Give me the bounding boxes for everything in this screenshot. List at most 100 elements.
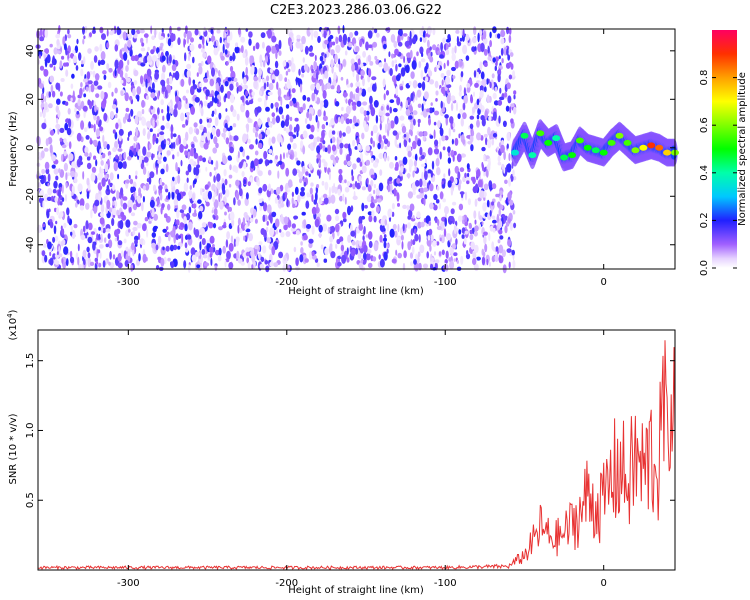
noise-speck xyxy=(175,162,178,172)
noise-speck xyxy=(335,101,340,107)
noise-speck xyxy=(57,127,60,135)
noise-speck xyxy=(383,43,387,50)
noise-speck xyxy=(387,184,391,193)
noise-speck xyxy=(211,160,214,165)
noise-speck xyxy=(119,69,124,78)
noise-speck xyxy=(44,48,50,54)
noise-speck xyxy=(231,76,235,82)
noise-speck xyxy=(252,208,257,218)
noise-speck xyxy=(102,70,107,75)
noise-speck xyxy=(395,249,398,256)
noise-speck xyxy=(452,201,457,206)
noise-speck xyxy=(114,87,118,94)
noise-speck xyxy=(163,256,167,265)
noise-speck xyxy=(67,29,70,35)
noise-speck xyxy=(448,257,452,262)
noise-speck xyxy=(367,30,373,39)
noise-speck xyxy=(232,52,236,62)
noise-speck xyxy=(167,191,171,200)
noise-speck xyxy=(141,117,147,126)
noise-speck xyxy=(150,25,153,35)
noise-speck xyxy=(463,87,466,97)
noise-speck xyxy=(63,222,67,228)
noise-speck xyxy=(323,258,328,263)
noise-speck xyxy=(350,58,355,65)
noise-speck xyxy=(124,43,128,53)
noise-speck xyxy=(296,130,299,138)
noise-speck xyxy=(469,123,474,130)
noise-speck xyxy=(295,40,301,49)
noise-speck xyxy=(198,155,203,162)
noise-speck xyxy=(151,35,156,40)
noise-speck xyxy=(196,264,201,269)
noise-speck xyxy=(318,170,321,179)
noise-speck xyxy=(198,249,202,260)
noise-speck xyxy=(456,36,459,44)
noise-speck xyxy=(440,73,445,78)
noise-speck xyxy=(202,254,208,259)
noise-speck xyxy=(337,116,341,123)
noise-speck xyxy=(429,202,434,210)
noise-speck xyxy=(224,211,227,216)
noise-speck xyxy=(422,135,426,141)
noise-speck xyxy=(454,165,459,174)
noise-speck xyxy=(497,33,501,39)
noise-speck xyxy=(349,91,354,100)
noise-speck xyxy=(486,199,490,208)
noise-speck xyxy=(45,168,50,175)
noise-speck xyxy=(412,190,416,196)
noise-speck xyxy=(146,120,151,128)
noise-speck xyxy=(395,63,398,72)
noise-speck xyxy=(492,227,496,233)
noise-speck xyxy=(229,55,233,61)
noise-speck xyxy=(157,235,162,245)
noise-speck xyxy=(324,247,329,256)
noise-speck xyxy=(392,108,398,113)
noise-speck xyxy=(444,264,449,272)
noise-speck xyxy=(130,212,136,217)
noise-speck xyxy=(471,46,476,52)
noise-speck xyxy=(214,40,217,48)
noise-speck xyxy=(426,238,432,247)
noise-speck xyxy=(337,188,341,196)
noise-speck xyxy=(258,241,263,246)
noise-speck xyxy=(39,189,45,199)
noise-speck xyxy=(509,213,513,219)
noise-speck xyxy=(73,177,78,184)
noise-speck xyxy=(248,31,253,38)
noise-speck xyxy=(500,144,505,154)
noise-speck xyxy=(278,106,284,115)
noise-speck xyxy=(218,226,223,231)
noise-speck xyxy=(512,259,516,269)
x-axis-label: Height of straight line (km) xyxy=(288,585,424,596)
noise-speck xyxy=(321,130,325,140)
noise-speck xyxy=(98,193,102,202)
noise-speck xyxy=(149,209,153,214)
noise-speck xyxy=(267,29,272,39)
noise-speck xyxy=(276,81,279,91)
noise-speck xyxy=(466,163,470,170)
noise-speck xyxy=(190,106,196,115)
noise-speck xyxy=(167,257,171,262)
noise-speck xyxy=(430,234,434,242)
noise-speck xyxy=(487,162,491,172)
noise-speck xyxy=(99,217,105,225)
noise-speck xyxy=(306,192,310,198)
noise-speck xyxy=(440,42,443,52)
noise-speck xyxy=(115,155,119,160)
noise-speck xyxy=(185,248,189,253)
noise-speck xyxy=(101,100,106,109)
noise-speck xyxy=(213,136,218,145)
noise-speck xyxy=(497,99,503,106)
noise-speck xyxy=(386,242,389,250)
noise-speck xyxy=(346,180,351,187)
noise-speck xyxy=(245,90,249,97)
noise-speck xyxy=(439,237,442,242)
noise-speck xyxy=(451,243,456,250)
noise-speck xyxy=(271,45,276,54)
noise-speck xyxy=(274,69,280,77)
noise-speck xyxy=(419,244,425,254)
noise-speck xyxy=(112,201,115,206)
noise-speck xyxy=(340,116,345,125)
noise-speck xyxy=(236,113,240,121)
